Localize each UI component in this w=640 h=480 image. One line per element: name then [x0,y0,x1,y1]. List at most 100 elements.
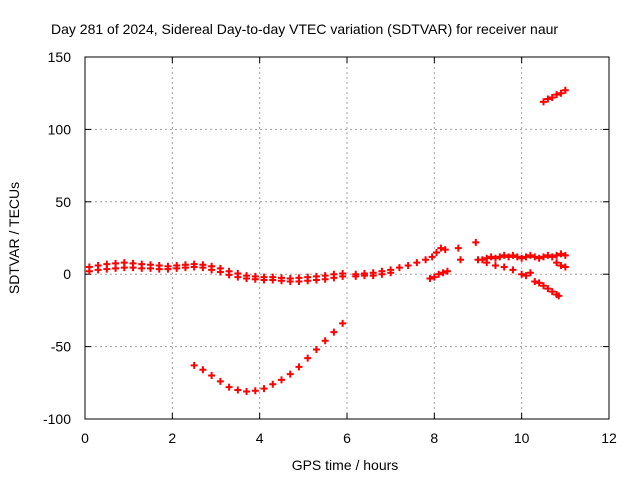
data-point [535,279,543,287]
data-point [535,254,543,262]
x-tick-label: 10 [514,430,530,446]
data-point [426,275,434,283]
data-point [387,269,395,277]
chart-title: Day 281 of 2024, Sidereal Day-to-day VTE… [51,21,558,37]
data-point [243,387,251,395]
data-point [557,89,565,97]
data-point [544,251,552,259]
data-point [360,272,368,280]
data-point [208,266,216,274]
data-point [225,383,233,391]
data-point [430,273,438,281]
data-point [173,264,181,272]
data-point [433,248,441,256]
data-point [496,253,504,261]
data-point [378,270,386,278]
data-point [478,256,486,264]
x-tick-label: 12 [601,430,617,446]
x-tick-label: 4 [256,430,264,446]
series-drop-segment [531,277,563,300]
data-point [199,264,207,272]
y-axis-label: SDTVAR / TECUs [6,182,22,294]
data-point [286,370,294,378]
data-point [330,274,338,282]
data-point [557,250,565,258]
data-point [487,253,495,261]
data-point [428,253,436,261]
data-point [181,264,189,272]
data-point [190,263,198,271]
data-point [544,95,552,103]
data-point [540,253,547,261]
data-point [312,276,320,284]
data-point [500,251,508,259]
data-point [435,270,443,278]
data-point [243,275,251,283]
data-point [557,262,565,270]
y-tick-label: 50 [55,194,71,210]
data-point [548,288,556,296]
data-point [413,259,421,267]
data-point [120,264,128,272]
data-point [208,372,216,380]
data-point [234,386,242,394]
data-point [518,270,526,278]
data-point [321,275,329,283]
data-point [199,366,207,374]
data-point [454,244,462,252]
data-point [555,292,563,300]
data-point [526,251,534,259]
data-point [155,265,163,273]
x-tick-label: 6 [343,430,351,446]
grid-lines [85,57,609,419]
data-point [304,277,312,285]
data-point [312,345,320,353]
data-point [522,272,530,280]
data-point [553,259,561,267]
data-point [225,271,233,279]
data-point [439,269,447,277]
data-point [85,267,93,275]
y-tick-label: 100 [48,121,72,137]
data-point [518,254,526,262]
data-point [216,268,224,276]
series-arc-segment [190,319,347,395]
data-point [509,251,517,259]
y-tick-label: 150 [48,49,72,65]
data-point [548,94,556,102]
data-point [483,259,491,267]
series-upper-segment [540,86,569,106]
x-tick-label: 2 [168,430,176,446]
data-point [339,319,347,327]
series-late-lower [426,259,569,283]
data-point [260,385,268,393]
data-point [491,262,499,270]
data-point [164,265,172,273]
data-point [216,377,224,385]
data-point [553,251,561,259]
data-point [278,277,285,285]
data-point [129,264,137,272]
data-point [138,264,146,272]
data-point [260,276,268,284]
data-point [103,265,111,273]
y-tick-label: 0 [63,266,71,282]
data-point [472,238,480,246]
data-point [147,264,154,272]
data-point [540,98,547,106]
data-points [85,86,569,395]
x-tick-label: 0 [81,430,89,446]
data-point [500,263,508,271]
data-point [94,266,102,274]
x-tick-label: 8 [430,430,438,446]
data-point [437,244,445,252]
series-lower-band [85,263,395,285]
data-point [531,277,539,285]
x-axis-label: GPS time / hours [292,457,399,473]
data-point [505,253,513,261]
data-point [395,264,403,272]
y-tick-label: -100 [43,411,71,427]
data-point [369,272,377,280]
data-point [526,269,534,277]
